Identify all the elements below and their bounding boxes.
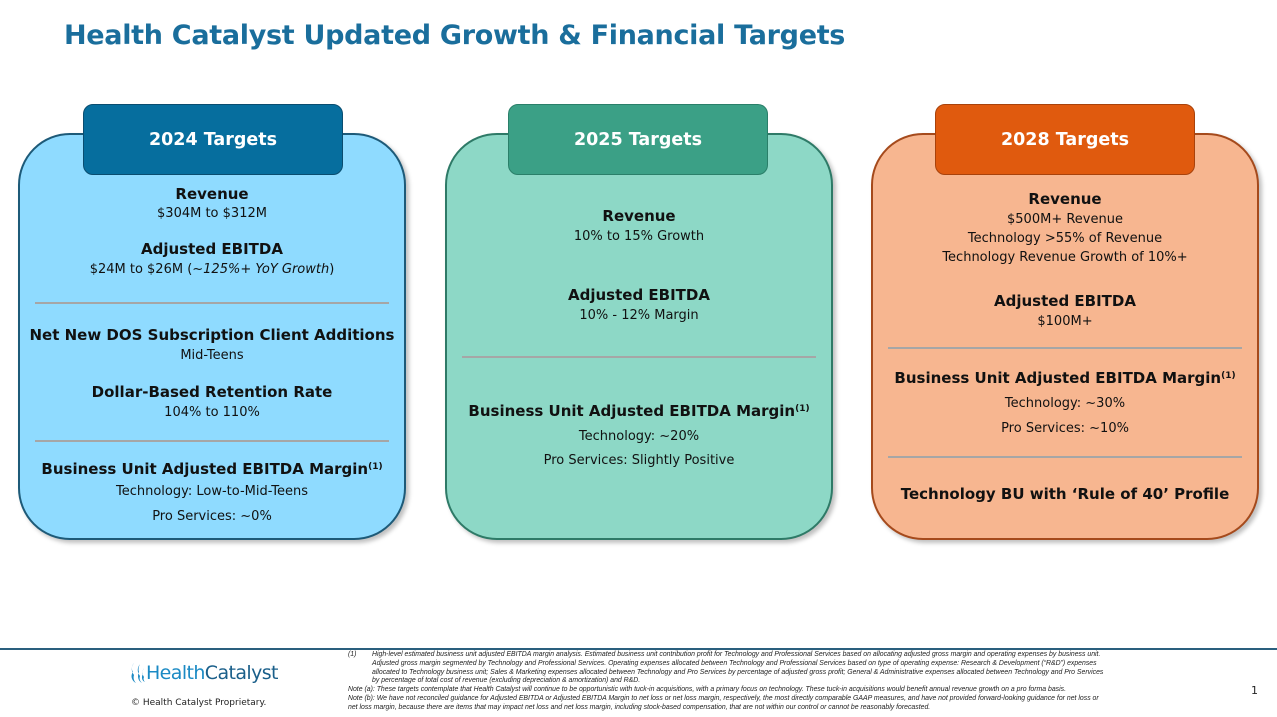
metric-value: $304M to $312M bbox=[157, 206, 267, 221]
metric-value: $500M+ Revenue bbox=[1007, 212, 1123, 227]
metric-value: Technology: ~20% bbox=[578, 429, 700, 444]
metric-heading: Net New DOS Subscription Client Addition… bbox=[29, 326, 395, 344]
metric-heading: Revenue bbox=[1028, 190, 1102, 208]
footnote-line: net loss margin, because there are items… bbox=[348, 703, 931, 711]
copyright: © Health Catalyst Proprietary. bbox=[131, 698, 267, 708]
metric-value: $24M to $26M (~125%+ YoY Growth) bbox=[89, 262, 335, 277]
metric-heading: Adjusted EBITDA bbox=[568, 286, 710, 304]
metric-heading: Revenue bbox=[602, 207, 676, 225]
target-card-2: Revenue 10% to 15% Growth Adjusted EBITDA 1… bbox=[445, 133, 833, 540]
logo-text-catalyst: Catalyst bbox=[204, 662, 279, 684]
footnote-line: Note (b): We have not reconciled guidanc… bbox=[348, 694, 1099, 702]
metric-value: Technology: Low-to-Mid-Teens bbox=[116, 484, 308, 499]
metric-heading: Adjusted EBITDA bbox=[994, 292, 1136, 310]
page-number: 1 bbox=[1251, 684, 1258, 697]
metric-heading: Adjusted EBITDA bbox=[141, 240, 283, 258]
card-tab-1: 2024 Targets bbox=[83, 104, 343, 175]
section-divider bbox=[35, 302, 389, 304]
footer-divider bbox=[0, 648, 1277, 650]
footnote-line: Adjusted gross margin segmented by Techn… bbox=[372, 659, 1097, 667]
metric-value: Mid-Teens bbox=[180, 348, 244, 363]
metric-value: $100M+ bbox=[1037, 314, 1093, 329]
metric-value: Technology: ~30% bbox=[1004, 396, 1126, 411]
section-divider bbox=[35, 440, 389, 442]
flame-logo-icon bbox=[131, 663, 145, 683]
metric-value: Technology >55% of Revenue bbox=[967, 231, 1163, 246]
metric-heading: Revenue bbox=[175, 185, 249, 203]
target-card-3: Revenue $500M+ Revenue Technology >55% of … bbox=[871, 133, 1259, 540]
metric-value: 10% - 12% Margin bbox=[579, 308, 699, 323]
target-card-1: Revenue $304M to $312M Adjusted EBITDA $24M… bbox=[18, 133, 406, 540]
section-divider bbox=[888, 456, 1242, 458]
health-catalyst-logo: Health Catalyst bbox=[130, 662, 278, 684]
metric-heading: Technology BU with ‘Rule of 40’ Profile bbox=[900, 485, 1230, 503]
section-divider bbox=[462, 356, 816, 358]
metric-value: Technology Revenue Growth of 10%+ bbox=[942, 250, 1188, 265]
page-title: Health Catalyst Updated Growth & Financi… bbox=[64, 20, 846, 51]
footnote-line: Note (a): These targets contemplate that… bbox=[348, 686, 1067, 694]
section-divider bbox=[888, 347, 1242, 349]
card-tab-2: 2025 Targets bbox=[508, 104, 768, 175]
logo-text-health: Health bbox=[146, 662, 205, 684]
metric-heading: Business Unit Adjusted EBITDA Margin(1) bbox=[894, 369, 1236, 387]
card-tab-3: 2028 Targets bbox=[935, 104, 1195, 175]
metric-value: Pro Services: ~0% bbox=[152, 509, 272, 524]
footnotes: (1) High-level estimated business unit ad… bbox=[348, 651, 1228, 713]
footnote-line: allocated to Technology business unit; S… bbox=[372, 668, 1104, 676]
metric-heading: Dollar-Based Retention Rate bbox=[91, 383, 333, 401]
metric-heading: Business Unit Adjusted EBITDA Margin(1) bbox=[468, 402, 810, 420]
metric-value: Pro Services: ~10% bbox=[1001, 421, 1129, 436]
footnote-line: by percentage of total cost of revenue (… bbox=[372, 677, 641, 685]
metric-heading: Business Unit Adjusted EBITDA Margin(1) bbox=[41, 460, 383, 478]
metric-value: 10% to 15% Growth bbox=[573, 229, 705, 244]
metric-value: 104% to 110% bbox=[164, 405, 260, 420]
metric-value: Pro Services: Slightly Positive bbox=[543, 453, 735, 468]
footnote-line: (1) High-level estimated business unit ad… bbox=[348, 651, 1101, 658]
